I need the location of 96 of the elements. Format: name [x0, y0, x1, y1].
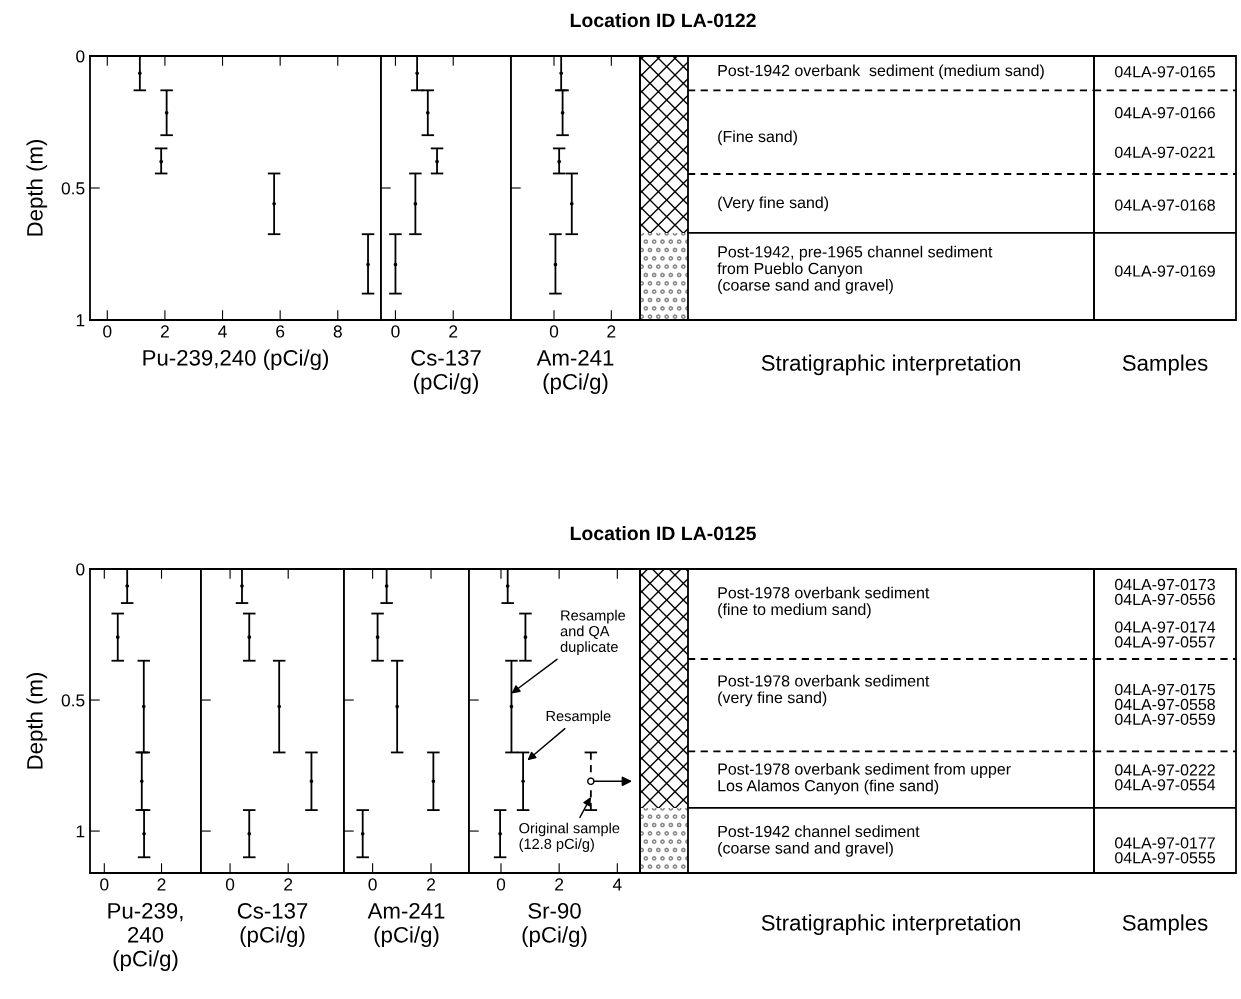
- point: [509, 704, 514, 709]
- y-tick-label: 0.5: [61, 182, 85, 195]
- text: Post-1942 channel sediment (coarse sand and gravel): [718, 825, 920, 857]
- point: [164, 110, 169, 115]
- text: 04LA-97-0174 04LA-97-0557: [1115, 621, 1216, 648]
- text: Location ID LA-0125: [570, 525, 756, 541]
- point: [384, 584, 389, 588]
- x-tick-label: 2: [284, 878, 293, 891]
- text: (Very fine sand): [718, 196, 829, 212]
- point: [272, 202, 276, 206]
- y-axis-title: Depth (m): [26, 672, 48, 769]
- x-tick-label: 4: [612, 878, 622, 891]
- x-tick-label: 0: [100, 878, 109, 891]
- x-tick-label: 0: [391, 325, 400, 338]
- text: Samples: [1122, 354, 1208, 376]
- point: [277, 704, 281, 709]
- point: [553, 262, 558, 267]
- point: [142, 831, 146, 836]
- y-tick-label: 1: [76, 314, 85, 327]
- text: Post-1942 overbank sediment (medium sand): [718, 64, 1044, 80]
- x-tick-label: 0: [368, 878, 377, 891]
- point: [247, 831, 252, 836]
- x-tick-label: 2: [607, 325, 616, 338]
- point: [415, 71, 419, 75]
- point: [395, 704, 399, 709]
- point: [498, 831, 502, 836]
- x-axis-title: Am-241 (pCi/g): [367, 902, 445, 948]
- text: Stratigraphic interpretation: [761, 914, 1020, 936]
- x-tick-label: 6: [276, 325, 285, 338]
- annotation: Resample: [546, 710, 611, 725]
- point: [435, 159, 439, 164]
- y-tick-label: 1: [76, 825, 85, 838]
- x-tick-label: 0: [496, 878, 506, 891]
- text: 04LA-97-0173 04LA-97-0556: [1115, 578, 1215, 606]
- text: 04LA-97-0177 04LA-97-0555: [1115, 837, 1215, 864]
- point: [375, 635, 380, 639]
- text: Location ID LA-0122: [570, 12, 756, 28]
- point: [431, 779, 436, 784]
- text: 04LA-97-0169: [1115, 265, 1215, 277]
- point: [393, 262, 398, 267]
- point: [559, 71, 563, 75]
- text: Samples: [1122, 914, 1208, 936]
- x-tick-label: 2: [160, 325, 169, 338]
- x-tick-label: 0: [103, 325, 112, 338]
- point: [159, 159, 163, 164]
- point: [587, 777, 595, 786]
- point: [425, 110, 430, 115]
- annotation: Original sample (12.8 pCi/g): [519, 822, 620, 852]
- y-axis-title: Depth (m): [26, 139, 48, 236]
- x-tick-label: 2: [157, 878, 166, 891]
- point: [521, 779, 525, 784]
- text: Stratigraphic interpretation: [761, 354, 1020, 376]
- point: [366, 262, 370, 267]
- x-axis-title: Pu-239,240 (pCi/g): [143, 349, 329, 371]
- text: 04LA-97-0165: [1115, 66, 1215, 78]
- text: Post-1978 overbank sediment (fine to medium sand): [718, 586, 930, 619]
- point: [560, 110, 565, 115]
- y-tick-label: 0: [76, 563, 85, 576]
- text: 04LA-97-0175 04LA-97-0558 04LA-97-0559: [1115, 683, 1215, 725]
- x-tick-label: 0: [549, 325, 559, 338]
- x-axis-title: Sr-90 (pCi/g): [522, 902, 587, 948]
- point: [523, 635, 528, 639]
- point: [240, 584, 244, 588]
- x-tick-label: 2: [449, 325, 458, 338]
- point: [115, 635, 120, 639]
- point: [138, 71, 142, 75]
- text: 04LA-97-0221: [1115, 146, 1215, 158]
- x-axis-title: Pu-239, 240 (pCi/g): [108, 902, 183, 971]
- point: [125, 584, 129, 588]
- text: Post-1978 overbank sediment from upper Los Alamos Canyon (fine sand): [718, 763, 1011, 795]
- x-tick-label: 4: [218, 325, 227, 338]
- y-tick-label: 0.5: [61, 694, 85, 707]
- point: [141, 704, 146, 709]
- point: [505, 584, 510, 588]
- text: 04LA-97-0166: [1115, 107, 1215, 119]
- text: 04LA-97-0222 04LA-97-0554: [1115, 764, 1216, 791]
- text: (Fine sand): [718, 130, 797, 146]
- x-tick-label: 0: [225, 878, 235, 891]
- y-tick-label: 0: [76, 50, 85, 63]
- text: Post-1942, pre-1965 channel sediment from Pueblo Canyon (coarse sand and gravel): [717, 245, 993, 294]
- point: [247, 635, 252, 639]
- x-axis-title: Cs-137 (pCi/g): [237, 902, 308, 948]
- x-tick-label: 2: [555, 878, 564, 891]
- x-axis-title: Cs-137 (pCi/g): [411, 349, 481, 395]
- annotation: Resample and QA duplicate: [560, 609, 626, 655]
- point: [569, 202, 574, 206]
- point: [557, 159, 561, 164]
- x-tick-label: 2: [427, 878, 435, 891]
- x-axis-title: Am-241 (pCi/g): [536, 349, 614, 395]
- point: [139, 779, 144, 784]
- point: [413, 202, 418, 206]
- text: 04LA-97-0168: [1115, 199, 1215, 211]
- x-tick-label: 8: [333, 325, 342, 338]
- point: [360, 831, 365, 836]
- point: [309, 779, 314, 784]
- text: Post-1978 overbank sediment (very fine sand): [718, 674, 930, 707]
